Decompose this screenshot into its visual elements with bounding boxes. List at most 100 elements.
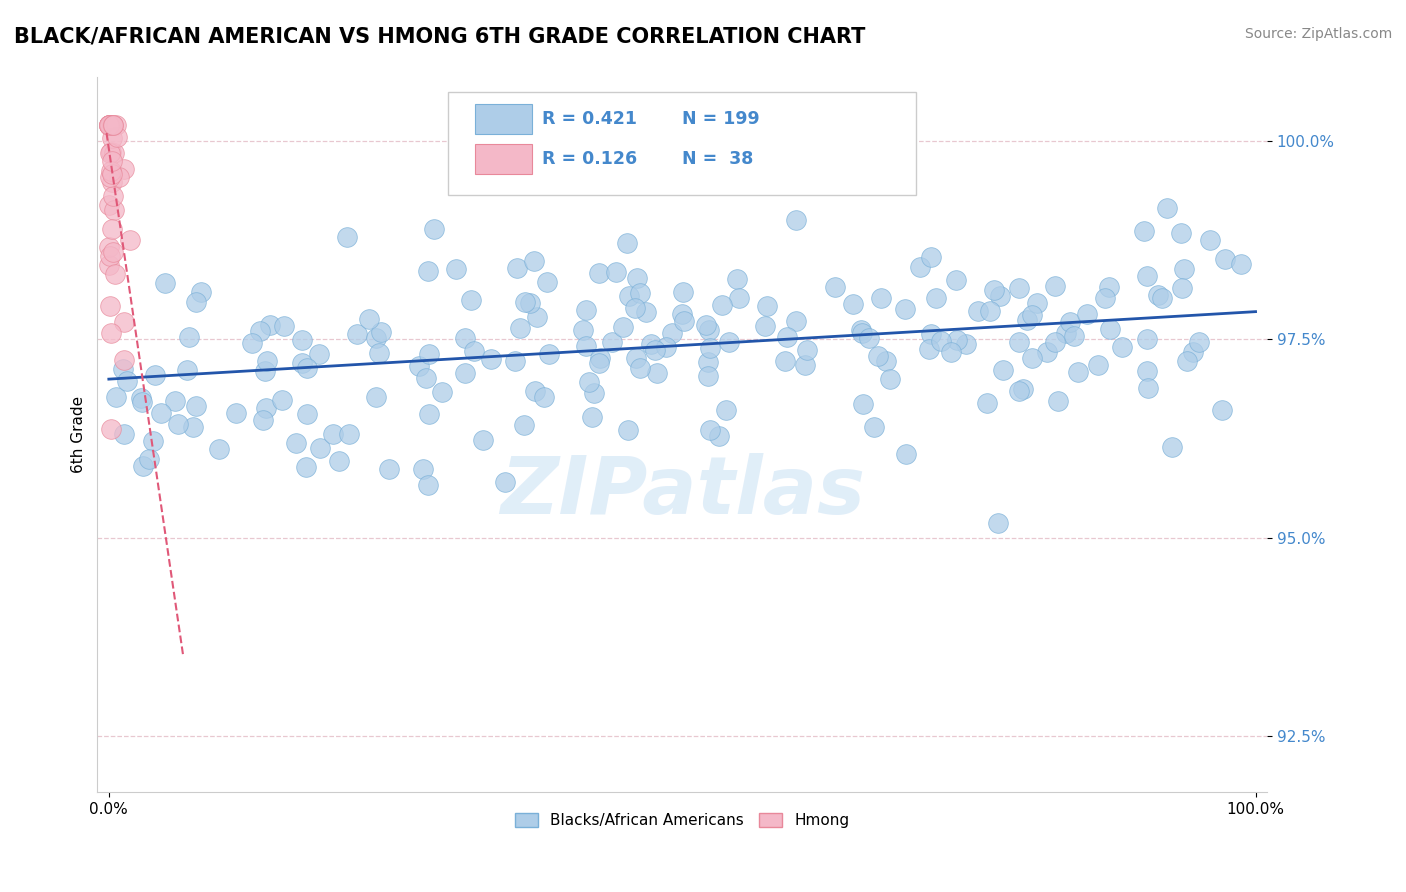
Point	[718, 334, 741, 349]
Point	[524, 384, 547, 399]
Point	[494, 475, 516, 489]
Point	[308, 347, 330, 361]
Point	[955, 337, 977, 351]
Point	[252, 413, 274, 427]
Point	[444, 262, 467, 277]
Point	[983, 283, 1005, 297]
Point	[155, 276, 177, 290]
Point	[138, 452, 160, 467]
Point	[616, 236, 638, 251]
Point	[100, 422, 122, 436]
Point	[1036, 344, 1059, 359]
Point	[378, 461, 401, 475]
Point	[875, 353, 897, 368]
Point	[105, 118, 128, 132]
Point	[695, 318, 717, 333]
Point	[526, 310, 548, 324]
Point	[412, 462, 434, 476]
Point	[578, 376, 600, 390]
Text: N = 199: N = 199	[682, 111, 759, 128]
Point	[841, 297, 863, 311]
Point	[1182, 345, 1205, 359]
Point	[1094, 291, 1116, 305]
Point	[727, 291, 749, 305]
Point	[533, 390, 555, 404]
Point	[254, 401, 277, 415]
Point	[661, 326, 683, 340]
Point	[111, 362, 134, 376]
Point	[536, 275, 558, 289]
Point	[100, 145, 122, 160]
Point	[628, 360, 651, 375]
Point	[824, 280, 846, 294]
Point	[1146, 288, 1168, 302]
Point	[166, 417, 188, 431]
Point	[273, 318, 295, 333]
Point	[671, 307, 693, 321]
Point	[1059, 314, 1081, 328]
Point	[103, 146, 125, 161]
Point	[346, 326, 368, 341]
Point	[98, 118, 121, 132]
Point	[979, 304, 1001, 318]
Text: ZIPatlas: ZIPatlas	[499, 453, 865, 531]
Point	[785, 213, 807, 227]
Point	[645, 366, 668, 380]
Point	[776, 330, 799, 344]
Point	[1046, 393, 1069, 408]
Point	[513, 294, 536, 309]
Point	[644, 343, 666, 358]
Point	[1067, 365, 1090, 379]
Point	[328, 454, 350, 468]
Point	[370, 325, 392, 339]
Point	[1098, 280, 1121, 294]
Point	[408, 359, 430, 373]
Point	[208, 442, 231, 456]
Point	[104, 267, 127, 281]
Point	[868, 349, 890, 363]
Point	[256, 354, 278, 368]
Point	[673, 313, 696, 327]
Point	[894, 447, 917, 461]
Point	[101, 168, 124, 182]
Point	[186, 295, 208, 310]
Point	[179, 330, 201, 344]
Point	[98, 197, 121, 211]
Point	[1137, 381, 1160, 395]
Point	[103, 118, 125, 132]
Point	[1054, 326, 1077, 340]
Point	[253, 363, 276, 377]
Point	[98, 170, 121, 185]
Point	[357, 312, 380, 326]
Point	[100, 130, 122, 145]
Point	[1098, 322, 1121, 336]
Point	[98, 118, 121, 132]
Point	[1177, 354, 1199, 368]
Point	[1213, 252, 1236, 266]
Point	[697, 322, 720, 336]
Point	[101, 118, 124, 132]
Point	[132, 459, 155, 474]
Point	[190, 285, 212, 299]
FancyBboxPatch shape	[449, 92, 917, 195]
Point	[513, 417, 536, 432]
Point	[98, 118, 121, 132]
Point	[509, 320, 531, 334]
Point	[655, 340, 678, 354]
Point	[1043, 279, 1066, 293]
Point	[1043, 334, 1066, 349]
Point	[1026, 296, 1049, 310]
Point	[1173, 262, 1195, 277]
Point	[294, 460, 316, 475]
Point	[773, 354, 796, 368]
Point	[430, 385, 453, 400]
Point	[1008, 334, 1031, 349]
Text: BLACK/AFRICAN AMERICAN VS HMONG 6TH GRADE CORRELATION CHART: BLACK/AFRICAN AMERICAN VS HMONG 6TH GRAD…	[14, 27, 866, 46]
Point	[605, 265, 627, 279]
Point	[176, 363, 198, 377]
Point	[1021, 351, 1043, 365]
Point	[463, 344, 485, 359]
Point	[869, 291, 891, 305]
Point	[259, 318, 281, 332]
Point	[98, 240, 121, 254]
